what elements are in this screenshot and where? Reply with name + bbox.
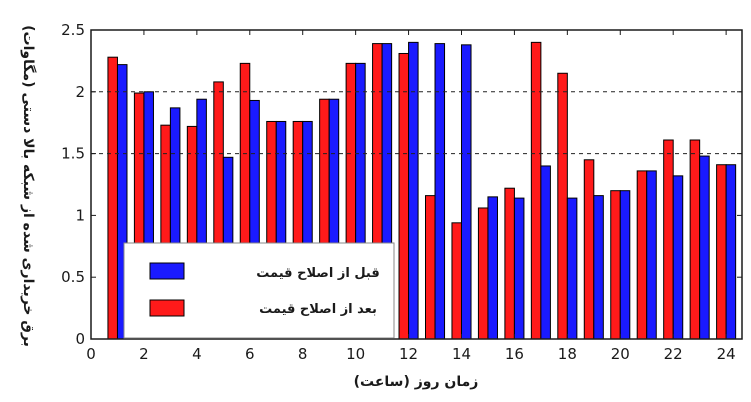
bars-layer: [107, 41, 737, 340]
bar-after-hour-22: [663, 139, 674, 340]
y-tick-label-1: 1: [75, 206, 85, 224]
bar-after-hour-13: [425, 195, 436, 340]
bar-before-hour-12: [408, 41, 419, 340]
bar-before-hour-18: [566, 197, 578, 340]
bar-before-hour-13: [434, 43, 446, 340]
x-tick-label-12: 12: [399, 345, 418, 363]
bar-after-hour-19: [583, 159, 595, 340]
bar-before-hour-21: [646, 170, 657, 340]
bar-after-hour-18: [557, 72, 568, 340]
bar-after-hour-12: [398, 52, 410, 340]
y-tick-label-2.5: 2.5: [61, 21, 85, 39]
legend-label-after: بعد از اصلاح قیمت: [259, 302, 377, 317]
x-tick-label-18: 18: [558, 345, 577, 363]
y-tick-label-0.5: 0.5: [61, 268, 85, 286]
x-tick-label-6: 6: [245, 345, 255, 363]
bar-after-hour-15: [477, 207, 489, 340]
bar-after-hour-21: [636, 170, 648, 340]
y-axis-title: برق خریداری شده از شبکه بالا دستی (مگاوا…: [20, 25, 37, 347]
bar-before-hour-19: [593, 195, 604, 340]
x-tick-label-24: 24: [717, 345, 736, 363]
x-tick-label-0: 0: [86, 345, 96, 363]
bar-before-hour-15: [487, 196, 498, 340]
x-tick-label-8: 8: [298, 345, 308, 363]
bar-before-hour-23: [699, 155, 710, 340]
bar-after-hour-17: [530, 41, 542, 340]
legend-swatch-before: [149, 262, 185, 280]
x-tick-label-16: 16: [505, 345, 524, 363]
x-tick-label-4: 4: [192, 345, 202, 363]
bar-before-hour-17: [540, 165, 551, 340]
x-tick-label-22: 22: [664, 345, 683, 363]
bar-after-hour-20: [610, 190, 621, 340]
bar-after-hour-23: [689, 139, 701, 340]
y-tick-label-2: 2: [75, 83, 85, 101]
bar-after-hour-16: [504, 187, 515, 340]
x-tick-label-10: 10: [346, 345, 365, 363]
bar-after-hour-1: [107, 56, 118, 340]
legend: قبل از اصلاح قیمت بعد از اصلاح قیمت: [123, 242, 395, 339]
legend-box: [123, 242, 395, 339]
bar-after-hour-24: [716, 164, 727, 340]
bar-before-hour-14: [460, 44, 472, 340]
bar-after-hour-14: [451, 222, 462, 340]
bar-before-hour-22: [672, 175, 684, 340]
bar-before-hour-16: [513, 197, 525, 340]
x-axis-title: زمان روز (ساعت): [354, 374, 479, 390]
y-tick-label-1.5: 1.5: [61, 145, 85, 163]
x-tick-label-20: 20: [611, 345, 630, 363]
legend-swatch-after: [149, 299, 185, 317]
y-tick-label-0: 0: [75, 330, 85, 348]
bar-before-hour-24: [725, 164, 737, 340]
bar-before-hour-20: [619, 190, 631, 340]
x-tick-label-2: 2: [139, 345, 149, 363]
legend-label-before: قبل از اصلاح قیمت: [256, 266, 380, 281]
plot-frame: [90, 29, 743, 340]
x-tick-label-14: 14: [452, 345, 471, 363]
